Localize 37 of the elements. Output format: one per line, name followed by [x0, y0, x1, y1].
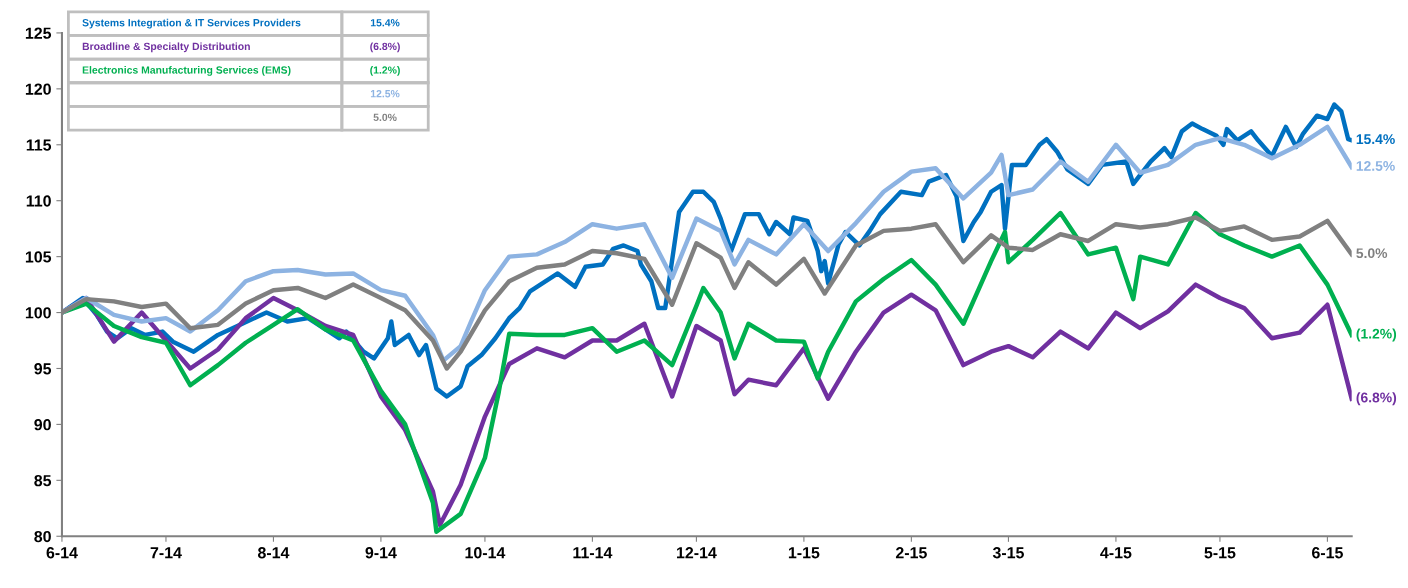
x-tick-label: 6-14 — [46, 547, 78, 559]
text: 12.5% — [370, 90, 400, 98]
x-tick-label: 12-14 — [677, 547, 717, 559]
y-tick-label: 100 — [25, 307, 51, 319]
line-series — [61, 124, 1352, 363]
text: Electronics Manufacturing Services (EMS) — [82, 66, 291, 76]
text: (6.8%) — [370, 42, 400, 53]
x-tick-label: 10-14 — [465, 547, 506, 559]
y-tick-label: 125 — [25, 27, 52, 39]
text: Systems Integration & IT Services Providers — [82, 18, 301, 29]
y-tick-label: 115 — [26, 139, 52, 151]
annotation: 12.5% — [1356, 161, 1395, 171]
text: 5.0% — [373, 113, 397, 122]
y-tick-label: 90 — [34, 419, 51, 431]
annotation: 15.4% — [1356, 134, 1395, 145]
y-tick-label: 85 — [34, 474, 52, 487]
annotation: (6.8%) — [1356, 392, 1397, 406]
x-tick-label: 7-14 — [150, 547, 182, 559]
x-tick-label: 2-15 — [895, 547, 927, 559]
y-tick-label: 80 — [34, 530, 51, 543]
annotation: (1.2%) — [1356, 328, 1397, 342]
y-tick-label: 105 — [25, 251, 52, 263]
y-tick-label: 120 — [25, 83, 51, 95]
text: Broadline & Specialty Distribution — [82, 42, 250, 53]
x-tick-label: 9-14 — [365, 547, 397, 559]
x-tick-label: 8-14 — [257, 547, 290, 559]
annotation: 5.0% — [1356, 248, 1388, 259]
y-tick-label: 95 — [34, 363, 52, 375]
x-tick-label: 3-15 — [992, 547, 1024, 559]
text: (1.2%) — [370, 66, 400, 76]
x-tick-label: 4-15 — [1100, 547, 1132, 559]
x-tick-label: 1-15 — [788, 547, 820, 559]
text: 15.4% — [370, 19, 400, 27]
x-tick-label: 6-15 — [1312, 547, 1343, 559]
x-tick-label: 5-15 — [1204, 547, 1236, 559]
x-tick-label: 11-14 — [573, 547, 613, 559]
y-tick-label: 110 — [26, 195, 51, 207]
